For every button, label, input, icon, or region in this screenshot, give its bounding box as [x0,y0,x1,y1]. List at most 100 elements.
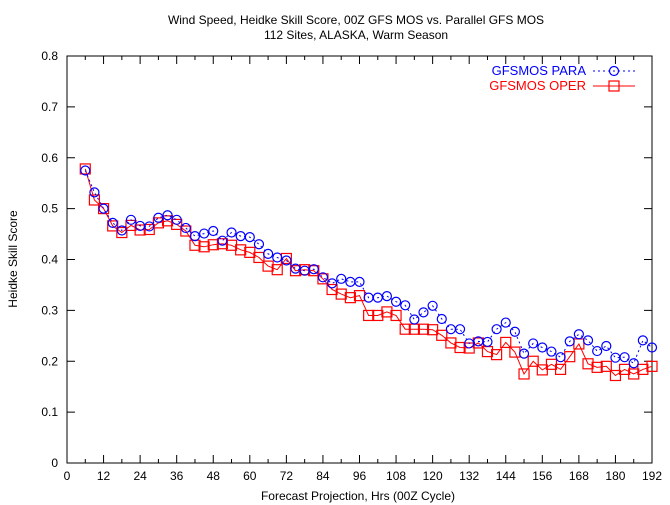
data-point-para [80,165,91,176]
y-tick-label: 0.1 [41,405,58,419]
data-point-para [162,210,173,221]
data-point-oper [116,226,128,239]
series-para [80,165,658,369]
data-point-oper [262,260,274,272]
x-tick-label: 36 [170,469,184,483]
plot-frame [66,55,653,464]
data-point-oper [107,220,119,232]
x-tick-label: 192 [642,469,662,483]
data-point-oper [582,358,594,370]
x-tick-label: 72 [280,469,294,483]
data-point-oper [171,218,183,230]
series-oper [79,163,658,382]
data-point-oper [271,264,283,276]
data-point-para [518,348,530,359]
data-point-para [217,235,228,246]
data-point-oper [363,309,375,322]
data-point-oper [491,349,503,361]
data-point-oper [79,163,91,175]
data-point-oper [609,369,622,382]
data-point-oper [600,360,612,372]
x-tick-label: 96 [353,469,367,483]
data-point-para [345,276,356,287]
y-tick-label: 0.8 [41,49,58,63]
data-point-para [107,217,118,228]
data-point-oper [235,244,247,256]
data-point-para [199,228,210,239]
y-tick-label: 0.5 [41,202,58,216]
data-point-para [491,324,502,335]
legend-marker-para [608,65,620,77]
x-axis-label: Forecast Projection, Hrs (00Z Cycle) [261,489,455,503]
data-point-para [528,338,539,349]
data-point-oper [399,323,411,335]
data-point-para [317,272,329,283]
data-point-para [125,214,137,225]
y-tick-label: 0.3 [41,303,58,317]
data-point-para [582,335,594,346]
data-point-oper [381,306,393,318]
data-point-para [189,230,201,242]
data-point-para [409,314,420,325]
legend-item-para: GFSMOS PARA [492,63,635,78]
data-point-para [555,352,566,363]
data-point-para [537,342,548,353]
x-tick-label: 144 [496,469,516,483]
data-point-oper [500,336,512,349]
data-point-para [592,345,603,357]
data-point-para [418,307,429,318]
data-point-para [646,342,658,353]
data-point-para [427,300,438,311]
data-point-oper [198,241,210,253]
data-point-para [400,300,411,311]
data-point-para [509,326,520,337]
data-point-oper [436,329,448,341]
data-point-oper [216,238,228,250]
data-point-oper [637,363,649,375]
data-point-para [244,232,255,243]
data-point-para [98,203,109,214]
data-point-para [564,336,575,347]
data-point-para [482,336,493,348]
data-point-oper [417,323,430,335]
data-point-oper [344,292,356,304]
data-point-oper [454,341,466,354]
data-point-para [336,273,347,284]
x-tick-label: 180 [605,469,625,483]
data-point-para [262,248,274,260]
data-point-oper [591,361,603,373]
data-point-oper [180,225,192,237]
data-point-oper [527,355,539,367]
data-point-para [500,317,511,328]
legend-item-oper: GFSMOS OPER [489,78,635,93]
data-point-para [546,346,557,357]
data-point-para [601,340,612,352]
data-point-para [381,291,393,302]
data-point-para [326,278,338,289]
data-point-para [637,335,648,346]
y-tick-label: 0.6 [41,151,58,165]
data-point-oper [335,288,347,300]
x-tick-label: 168 [569,469,589,483]
data-point-oper [143,223,155,236]
chart-subtitle: 112 Sites, ALASKA, Warm Season [264,28,448,42]
data-point-para [116,225,127,236]
x-tick-label: 156 [532,469,552,483]
data-point-para [436,313,447,325]
axes: 0 12 24 36 48 60 72 84 96 108 120 132 144 156 168 180 19… [41,49,662,483]
y-tick-label: 0 [51,456,58,470]
data-point-para [89,187,100,198]
legend-marker-oper [608,80,620,92]
x-tick-label: 120 [423,469,443,483]
data-point-oper [390,309,402,322]
data-point-para [628,358,639,369]
data-point-para [180,222,191,234]
data-point-para [573,329,584,340]
data-point-para [281,255,292,266]
data-point-oper [554,363,567,375]
x-tick-label: 60 [243,469,257,483]
y-axis-label: Heidke Skill Score [6,210,20,308]
legend-label-para: GFSMOS PARA [492,63,587,78]
